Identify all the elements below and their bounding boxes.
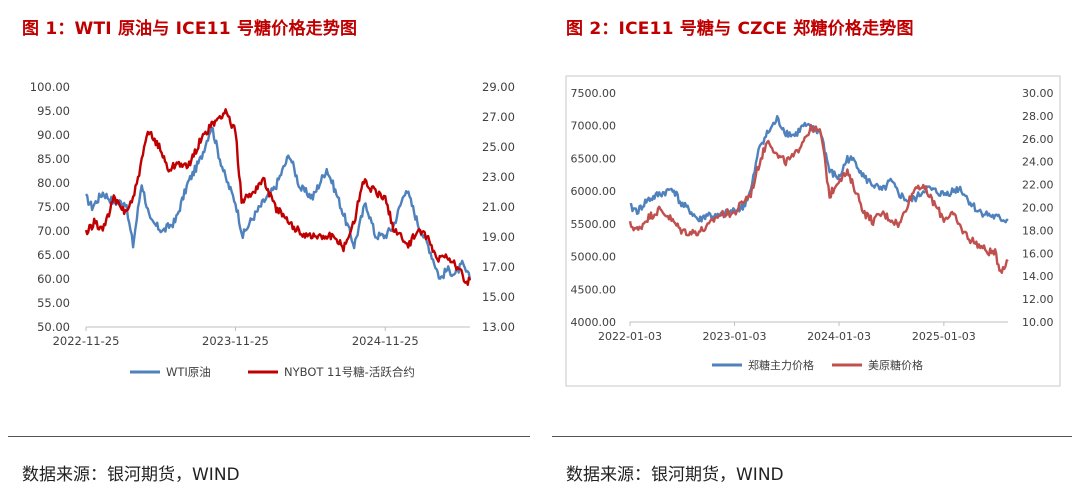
chart1-y-left-tick: 65.00 [37, 248, 70, 262]
chart1-y-right-tick: 29.00 [482, 80, 515, 94]
chart1-y-left-tick: 100.00 [30, 80, 70, 94]
chart1-y-left-tick: 55.00 [37, 296, 70, 310]
chart1-y-right-tick: 13.00 [482, 320, 515, 334]
chart2-x-tick: 2025-01-03 [912, 330, 976, 343]
chart2-y-left-tick: 4000.00 [571, 316, 617, 329]
chart1-legend-label-2: NYBOT 11号糖-活跃合约 [284, 365, 415, 379]
chart2-y-right-tick: 24.00 [1022, 156, 1054, 169]
figure1-source: 数据来源：银河期货，WIND [22, 465, 240, 485]
chart1-y-right-tick: 15.00 [482, 290, 515, 304]
chart1-y-right-tick: 19.00 [482, 230, 515, 244]
chart2-y-left-tick: 5000.00 [571, 251, 617, 264]
chart2-y-right-tick: 26.00 [1022, 133, 1054, 146]
chart2-legend-label-2: 美原糖价格 [868, 358, 923, 372]
chart2-y-right-tick: 10.00 [1022, 316, 1054, 329]
chart1-y-left-tick: 95.00 [37, 104, 70, 118]
figure2-title: 图 2：ICE11 号糖与 CZCE 郑糖价格走势图 [566, 19, 914, 39]
chart1-y-right-tick: 23.00 [482, 170, 515, 184]
chart1-y-right-tick: 17.00 [482, 260, 515, 274]
chart2-series-line-1 [629, 115, 1009, 224]
chart1-y-left-tick: 60.00 [37, 272, 70, 286]
chart1-y-left-tick: 90.00 [37, 128, 70, 142]
chart1-y-right-tick: 25.00 [482, 140, 515, 154]
chart2-y-left-tick: 6500.00 [571, 152, 617, 165]
chart2-y-right-tick: 16.00 [1022, 247, 1054, 260]
chart2-y-left-tick: 7500.00 [571, 87, 617, 100]
chart1-y-left-tick: 80.00 [37, 176, 70, 190]
chart1-series-line-1 [85, 126, 472, 280]
chart2-y-left-tick: 6000.00 [571, 185, 617, 198]
chart2-x-tick: 2022-01-03 [598, 330, 662, 343]
chart2-y-right-tick: 20.00 [1022, 202, 1054, 215]
chart1-legend-label-1: WTI原油 [166, 365, 211, 379]
figure1-divider [8, 436, 530, 437]
chart1-y-left-tick: 75.00 [37, 200, 70, 214]
figure2-chart: 4000.00 4500.00 5000.00 5500.00 6000.00 6500.… [552, 62, 1072, 402]
chart1-x-tick: 2022-11-25 [53, 334, 120, 348]
chart2-x-tick: 2023-01-03 [703, 330, 767, 343]
chart1-x-tick: 2024-11-25 [352, 334, 419, 348]
chart2-y-right-tick: 18.00 [1022, 224, 1054, 237]
chart1-y-right-tick: 21.00 [482, 200, 515, 214]
figure2-source: 数据来源：银河期货，WIND [566, 465, 784, 485]
chart2-svg: 4000.00 4500.00 5000.00 5500.00 6000.00 6500.… [565, 75, 1061, 387]
chart2-series-line-2 [628, 123, 1009, 274]
chart2-y-right-tick: 22.00 [1022, 179, 1054, 192]
chart2-y-right-tick: 30.00 [1022, 87, 1054, 100]
chart1-svg: 50.00 55.00 60.00 65.00 70.00 75.00 80.00 85.00… [30, 80, 515, 379]
chart2-y-left-tick: 7000.00 [571, 120, 617, 133]
chart1-y-right-tick: 27.00 [482, 110, 515, 124]
chart1-series-line-2 [84, 108, 472, 286]
chart2-y-right-tick: 14.00 [1022, 270, 1054, 283]
chart2-y-right-tick: 12.00 [1022, 293, 1054, 306]
figure1-chart: 50.00 55.00 60.00 65.00 70.00 75.00 80.00 85.00… [8, 62, 530, 402]
chart2-frame [565, 75, 1061, 387]
chart1-y-left-tick: 50.00 [37, 320, 70, 334]
chart2-x-tick: 2024-01-03 [807, 330, 871, 343]
chart2-legend-label-1: 郑糖主力价格 [748, 358, 814, 372]
chart1-x-tick: 2023-11-25 [202, 334, 269, 348]
chart1-y-left-tick: 70.00 [37, 224, 70, 238]
chart2-y-left-tick: 4500.00 [571, 283, 617, 296]
chart1-y-left-tick: 85.00 [37, 152, 70, 166]
figure2-divider [552, 436, 1072, 437]
chart2-y-left-tick: 5500.00 [571, 218, 617, 231]
chart2-y-right-tick: 28.00 [1022, 110, 1054, 123]
figure1-title: 图 1：WTI 原油与 ICE11 号糖价格走势图 [22, 19, 358, 39]
